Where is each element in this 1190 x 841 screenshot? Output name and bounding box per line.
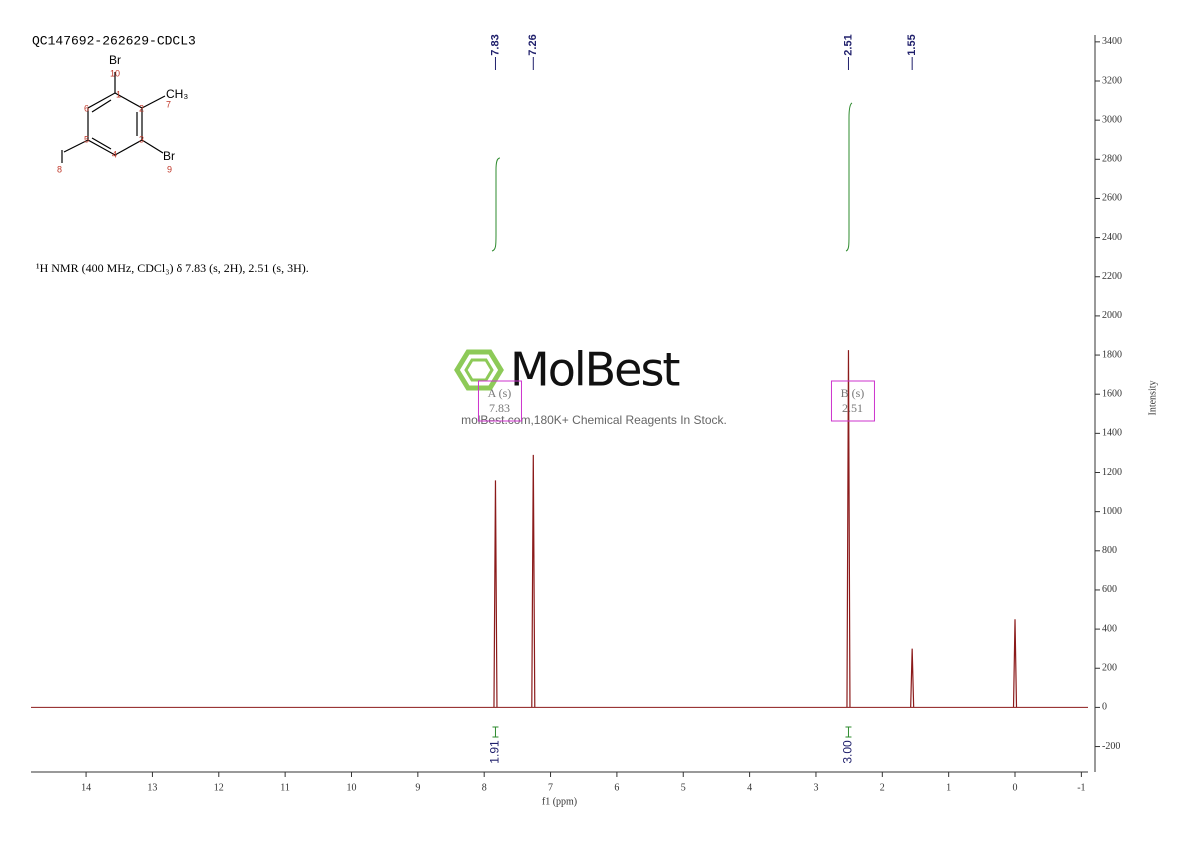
atom-number: 10	[110, 68, 120, 78]
multiplet-box	[830, 380, 875, 422]
atom-number: 9	[167, 164, 172, 174]
x-tick-label: 9	[415, 782, 420, 793]
atom: I	[57, 156, 58, 158]
x-tick-label: 3	[813, 782, 818, 793]
y-tick-label: 1800	[1102, 349, 1122, 360]
atom: Br	[109, 53, 121, 67]
atom-number: 3	[139, 134, 144, 144]
integral-label: 3.00	[841, 740, 855, 764]
x-tick-label: 8	[482, 782, 487, 793]
atom-number: 7	[166, 99, 171, 109]
y-tick-label: 2000	[1102, 310, 1122, 321]
y-tick-label: 0	[1102, 702, 1107, 713]
y-tick-label: 3000	[1102, 114, 1122, 125]
atom-number: 2	[139, 103, 144, 113]
multiplet-shift: 2.51	[842, 401, 863, 415]
x-tick-label: 1	[946, 782, 951, 793]
y-tick-label: 3200	[1102, 75, 1122, 86]
integral-mark	[845, 726, 852, 738]
y-tick-label: 1000	[1102, 506, 1122, 517]
peak	[910, 648, 915, 708]
x-tick-label: 14	[81, 782, 91, 793]
x-tick-label: 7	[548, 782, 553, 793]
y-tick-label: 400	[1102, 623, 1117, 634]
y-tick-label: 2800	[1102, 154, 1122, 165]
x-tick-label: 11	[280, 782, 290, 793]
peak	[846, 350, 851, 708]
watermark-brand: MolBest	[510, 343, 679, 397]
peak-label: 2.51	[842, 34, 854, 55]
multiplet-label: B (s)	[841, 386, 865, 400]
y-axis-label: Intensity	[1147, 381, 1158, 416]
y-tick-label: 1200	[1102, 467, 1122, 478]
x-tick-label: 6	[614, 782, 619, 793]
multiplet-label: A (s)	[488, 386, 512, 400]
x-tick-label: 4	[747, 782, 752, 793]
x-axis-label: f1 (ppm)	[542, 796, 577, 807]
integral-mark	[492, 726, 499, 738]
atom: Br	[163, 149, 175, 163]
x-tick-label: 13	[147, 782, 157, 793]
y-tick-label: 2200	[1102, 271, 1122, 282]
y-tick-label: -200	[1102, 741, 1120, 752]
integral-label: 1.91	[488, 740, 502, 764]
peak-label: 1.55	[906, 34, 918, 55]
x-tick-label: 5	[681, 782, 686, 793]
atom-number: 6	[84, 103, 89, 113]
y-tick-label: 600	[1102, 584, 1117, 595]
atom: CH₃	[166, 87, 188, 101]
description: ¹H NMR (400 MHz, CDCl₃) δ 7.83 (s, 2H), …	[36, 261, 309, 275]
integral-curve	[491, 157, 501, 252]
y-tick-label: 2600	[1102, 193, 1122, 204]
y-tick-label: 800	[1102, 545, 1117, 556]
x-tick-label: 12	[214, 782, 224, 793]
integral-curve	[845, 102, 853, 252]
peak	[1012, 619, 1018, 708]
atom-number: 1	[116, 89, 121, 99]
atom-number: 4	[112, 149, 117, 159]
atom-number: 8	[57, 164, 62, 174]
multiplet-shift: 7.83	[489, 401, 510, 415]
multiplet-box	[477, 380, 522, 422]
structure	[61, 72, 166, 163]
watermark-logo	[454, 349, 504, 391]
x-tick-label: 2	[880, 782, 885, 793]
y-tick-label: 1600	[1102, 388, 1122, 399]
atom-number: 5	[84, 134, 89, 144]
chart-title: QC147692-262629-CDCL3	[32, 33, 196, 48]
y-tick-label: 2400	[1102, 232, 1122, 243]
x-tick-label: 0	[1013, 782, 1018, 793]
peak	[493, 480, 498, 708]
peak-label: 7.83	[489, 34, 501, 55]
x-tick-label: -1	[1077, 782, 1085, 793]
x-tick-label: 10	[346, 782, 356, 793]
peak	[531, 454, 536, 708]
y-tick-label: 200	[1102, 663, 1117, 674]
y-tick-label: 3400	[1102, 36, 1122, 47]
watermark-tagline: molBest.com,180K+ Chemical Reagents In S…	[461, 413, 727, 427]
y-tick-label: 1400	[1102, 428, 1122, 439]
peak-label: 7.26	[527, 34, 539, 55]
